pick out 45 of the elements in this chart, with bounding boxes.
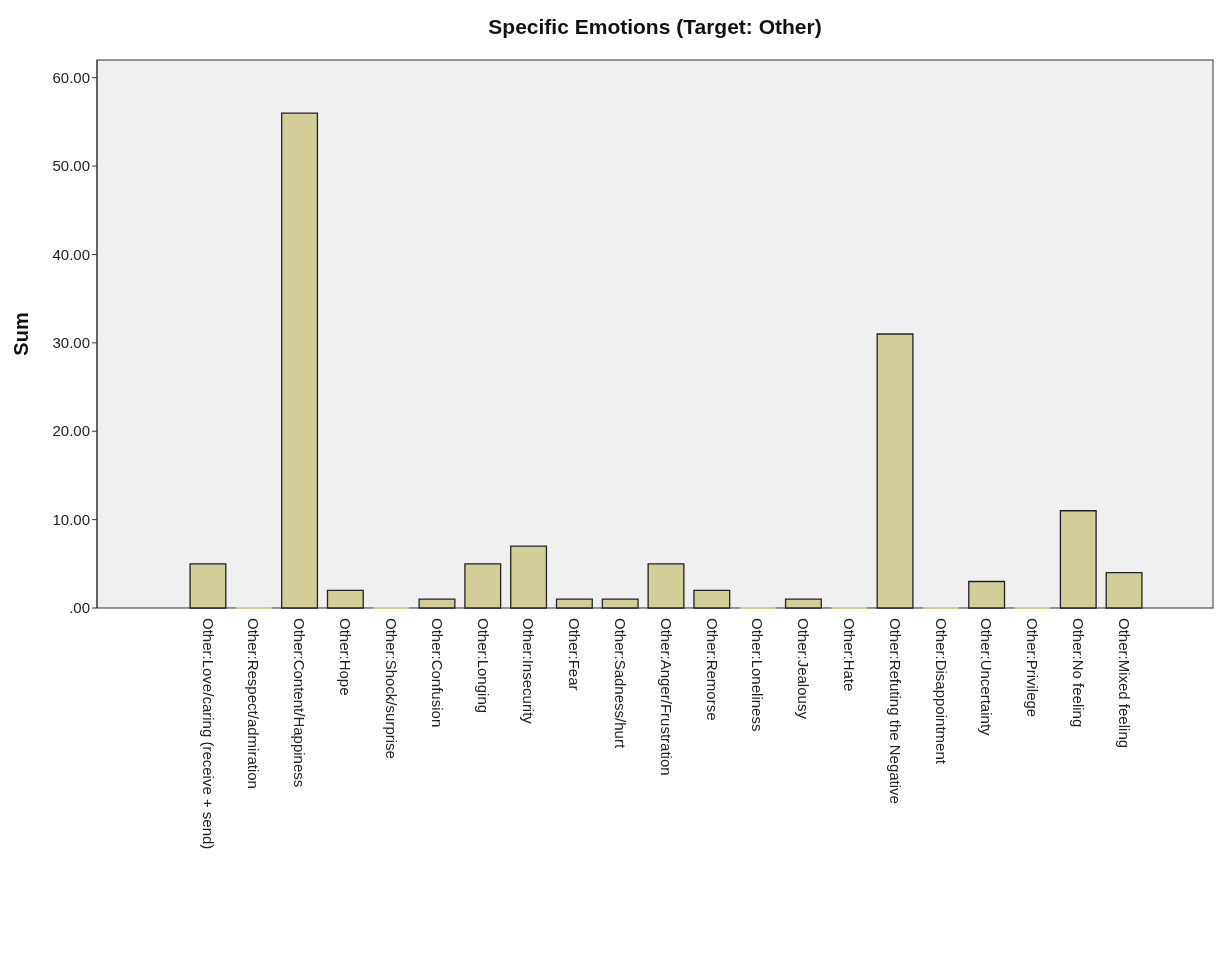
chart-title: Specific Emotions (Target: Other) [488,15,822,38]
x-tick-label: Other:Hate [840,618,858,692]
y-tick-label: .00 [69,599,90,617]
x-tick-label: Other:Hope [337,618,355,696]
bar [784,598,822,609]
x-tick-label: Other:Refuting the Negative [886,618,904,804]
bar [189,563,227,609]
bar [418,598,456,609]
y-tick-label: 40.00 [52,245,90,263]
bar [601,598,639,609]
x-tick-label: Other:Confusion [428,618,446,728]
x-tick-label: Other:Sadness/hurt [611,618,629,749]
y-tick-label: 10.00 [52,510,90,528]
x-tick-label: Other:Loneliness [749,618,767,732]
bar [281,112,319,609]
x-tick-label: Other:Remorse [703,618,721,721]
x-tick-label: Other:Shock/surprise [382,618,400,759]
y-tick-label: 30.00 [52,334,90,352]
x-tick-label: Other:Content/Happiness [291,618,309,788]
bar [968,580,1006,609]
bar [1059,510,1097,609]
x-tick-label: Other:Fear [566,618,584,691]
x-tick-label: Other:Love/caring (receive + send) [199,618,217,850]
x-tick-label: Other:Anger/Frustration [657,618,675,776]
x-tick-label: Other:Disappointment [932,618,950,765]
x-tick-label: Other:Longing [474,618,492,714]
x-tick-label: Other:Uncertainty [978,618,996,737]
bar [1105,572,1143,609]
y-tick-label: 60.00 [52,68,90,86]
y-tick-label: 50.00 [52,157,90,175]
x-tick-label: Other:No feeling [1070,618,1087,728]
x-tick-label: Other:Insecurity [520,618,538,725]
y-axis-title: Sum [10,312,32,356]
bar [693,589,731,609]
x-tick-label: Other:Respect/admiration [245,618,263,789]
bar [647,563,685,609]
bar [876,333,914,609]
y-tick-label: 20.00 [52,422,90,440]
x-tick-label: Other:Mixed feeling [1115,618,1133,749]
bar [510,545,548,609]
x-tick-label: Other:Privilege [1024,618,1042,718]
bar [326,589,364,609]
bar [464,563,502,609]
bar [555,598,593,609]
x-tick-label: Other:Jealousy [795,618,813,720]
